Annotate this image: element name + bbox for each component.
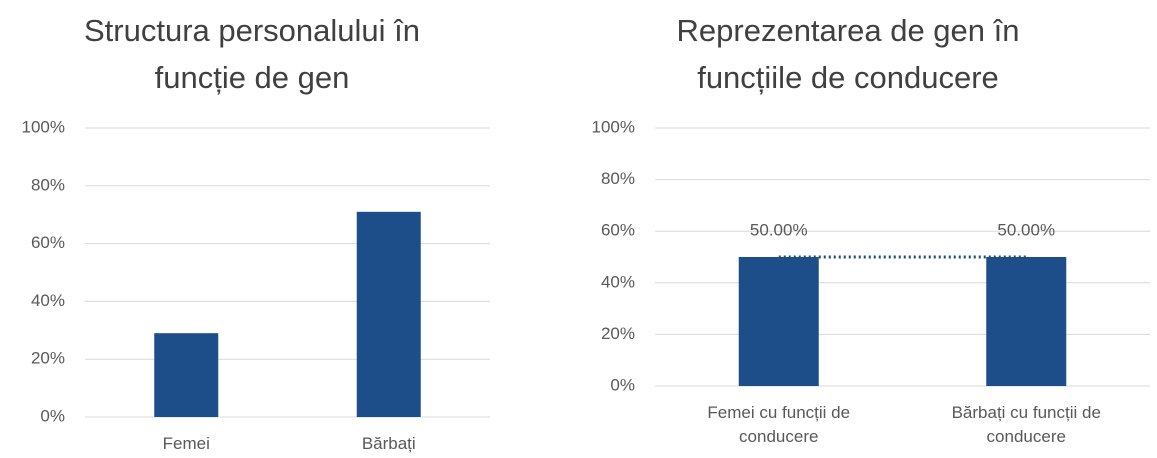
x-tick-label: Femei — [163, 434, 210, 453]
bar — [738, 257, 819, 386]
y-tick-label: 40% — [601, 272, 635, 291]
y-tick-label: 0% — [610, 375, 635, 394]
y-tick-label: 60% — [31, 233, 65, 252]
bar — [154, 333, 219, 417]
data-label: 50.00% — [997, 220, 1055, 239]
x-tick-label: Femei cu funcții de conducere — [707, 403, 850, 446]
y-tick-label: 80% — [31, 175, 65, 194]
y-tick-label: 80% — [601, 169, 635, 188]
y-tick-label: 100% — [22, 117, 65, 136]
y-tick-label: 0% — [40, 406, 65, 425]
y-tick-label: 60% — [601, 221, 635, 240]
y-tick-label: 40% — [31, 291, 65, 310]
y-tick-label: 20% — [31, 349, 65, 368]
x-tick-label: Bărbați cu funcții de conducere — [952, 403, 1101, 446]
chart-title: Structura personalului în funcție de gen — [84, 13, 420, 95]
x-tick-label: Bărbați — [362, 434, 416, 453]
y-tick-label: 100% — [592, 117, 635, 136]
data-label: 50.00% — [750, 220, 808, 239]
bar — [986, 257, 1067, 386]
y-tick-label: 20% — [601, 324, 635, 343]
chart-title: Reprezentarea de gen în funcțiile de cond… — [677, 13, 1020, 95]
bar — [356, 211, 421, 417]
